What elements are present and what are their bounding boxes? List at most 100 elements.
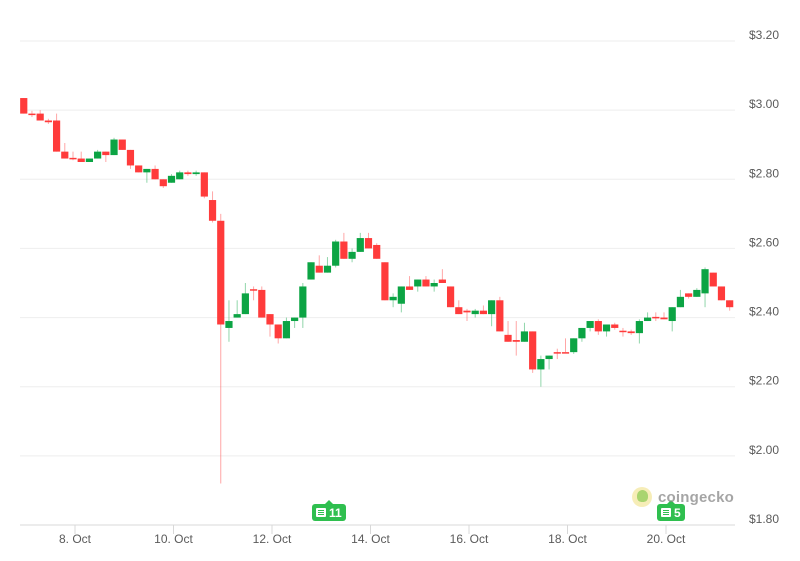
news-badge[interactable]: 5 xyxy=(657,500,685,521)
candle-body xyxy=(496,300,504,332)
candle-body xyxy=(356,238,364,252)
candle-up xyxy=(520,322,529,342)
x-tick-label: 14. Oct xyxy=(351,532,390,546)
candle-body xyxy=(594,321,602,332)
candle-up xyxy=(701,267,709,308)
candle-body xyxy=(323,265,332,273)
candle-down xyxy=(463,308,471,322)
candle-down xyxy=(709,272,717,287)
candle-body xyxy=(693,289,701,297)
candle-up xyxy=(586,321,594,332)
candle-body xyxy=(151,168,159,180)
candle-body xyxy=(167,175,176,183)
candle-body xyxy=(586,321,594,328)
candle-body xyxy=(373,244,381,259)
candle-up xyxy=(167,174,176,183)
candle-body xyxy=(685,293,693,297)
candle-up xyxy=(307,262,315,280)
candle-body xyxy=(217,220,225,325)
candle-up xyxy=(291,317,299,328)
candle-body xyxy=(69,157,77,160)
candle-up xyxy=(578,327,586,342)
y-tick-label: $3.20 xyxy=(749,28,779,42)
candle-body xyxy=(364,238,373,249)
candle-body xyxy=(192,172,200,175)
candle-body xyxy=(102,151,110,156)
candle-down xyxy=(652,312,660,322)
candle-down xyxy=(340,232,348,259)
news-badge[interactable]: 11 xyxy=(312,500,346,521)
candle-down xyxy=(529,331,537,373)
candle-body xyxy=(611,324,619,328)
candle-body xyxy=(110,139,118,156)
candle-up xyxy=(676,289,685,308)
candle-up xyxy=(430,279,438,292)
candle-down xyxy=(381,262,389,301)
candle-body xyxy=(635,321,643,334)
candle-body xyxy=(143,168,151,173)
candle-up xyxy=(225,300,233,342)
candles xyxy=(20,98,734,484)
candle-body xyxy=(184,172,192,175)
candle-up xyxy=(192,170,200,176)
y-axis: $1.80 $2.00 $2.20 $2.40 $2.60 $2.80 $3.00 $3.20 xyxy=(749,28,779,526)
candle-down xyxy=(422,276,430,287)
watermark-text: coingecko xyxy=(658,488,734,506)
candle-body xyxy=(529,331,537,370)
candle-body xyxy=(553,352,561,354)
coingecko-watermark: coingecko xyxy=(632,487,734,507)
candle-down xyxy=(405,276,414,290)
candle-up xyxy=(233,300,241,318)
candle-body xyxy=(225,321,233,328)
candle-down xyxy=(44,118,52,124)
news-count: 5 xyxy=(674,505,681,520)
candle-body xyxy=(726,300,734,308)
y-tick-label: $2.00 xyxy=(749,443,779,457)
candle-body xyxy=(348,251,356,259)
candle-body xyxy=(701,269,709,294)
x-tick-label: 12. Oct xyxy=(253,532,292,546)
candle-body xyxy=(28,113,36,116)
y-tick-label: $2.80 xyxy=(749,166,779,180)
candle-body xyxy=(126,149,135,166)
candle-down xyxy=(102,151,110,162)
candle-body xyxy=(504,334,512,342)
candle-up xyxy=(176,170,184,180)
candle-down xyxy=(373,243,381,259)
candle-up xyxy=(668,307,676,332)
candle-body xyxy=(619,330,627,333)
candle-body xyxy=(208,200,217,221)
candle-down xyxy=(496,296,504,332)
candle-down xyxy=(726,300,734,311)
y-tick-label: $2.20 xyxy=(749,374,779,388)
candle-body xyxy=(570,338,578,353)
candle-body xyxy=(94,151,102,159)
candle-body xyxy=(488,300,496,315)
candle-body xyxy=(463,310,471,313)
candle-body xyxy=(676,296,685,308)
candle-up xyxy=(356,232,364,252)
candle-body xyxy=(332,241,340,266)
candle-body xyxy=(233,314,241,318)
candle-down xyxy=(553,348,561,360)
y-tick-label: $3.00 xyxy=(749,97,779,111)
candle-body xyxy=(446,286,455,308)
candle-body xyxy=(660,317,668,320)
candle-up xyxy=(471,308,479,318)
candle-up xyxy=(143,168,151,183)
candle-down xyxy=(77,151,85,162)
candle-down xyxy=(159,179,167,188)
news-icon xyxy=(661,508,671,517)
candle-body xyxy=(200,172,208,197)
candle-down xyxy=(438,269,446,283)
x-tick-label: 16. Oct xyxy=(450,532,489,546)
candle-body xyxy=(315,265,323,273)
candle-down xyxy=(660,312,668,320)
candle-up xyxy=(299,283,307,328)
candle-up xyxy=(389,293,397,308)
candle-body xyxy=(479,310,488,315)
candle-down xyxy=(184,170,192,176)
candle-body xyxy=(668,307,676,322)
candle-up xyxy=(332,239,340,268)
candle-down xyxy=(217,213,225,484)
